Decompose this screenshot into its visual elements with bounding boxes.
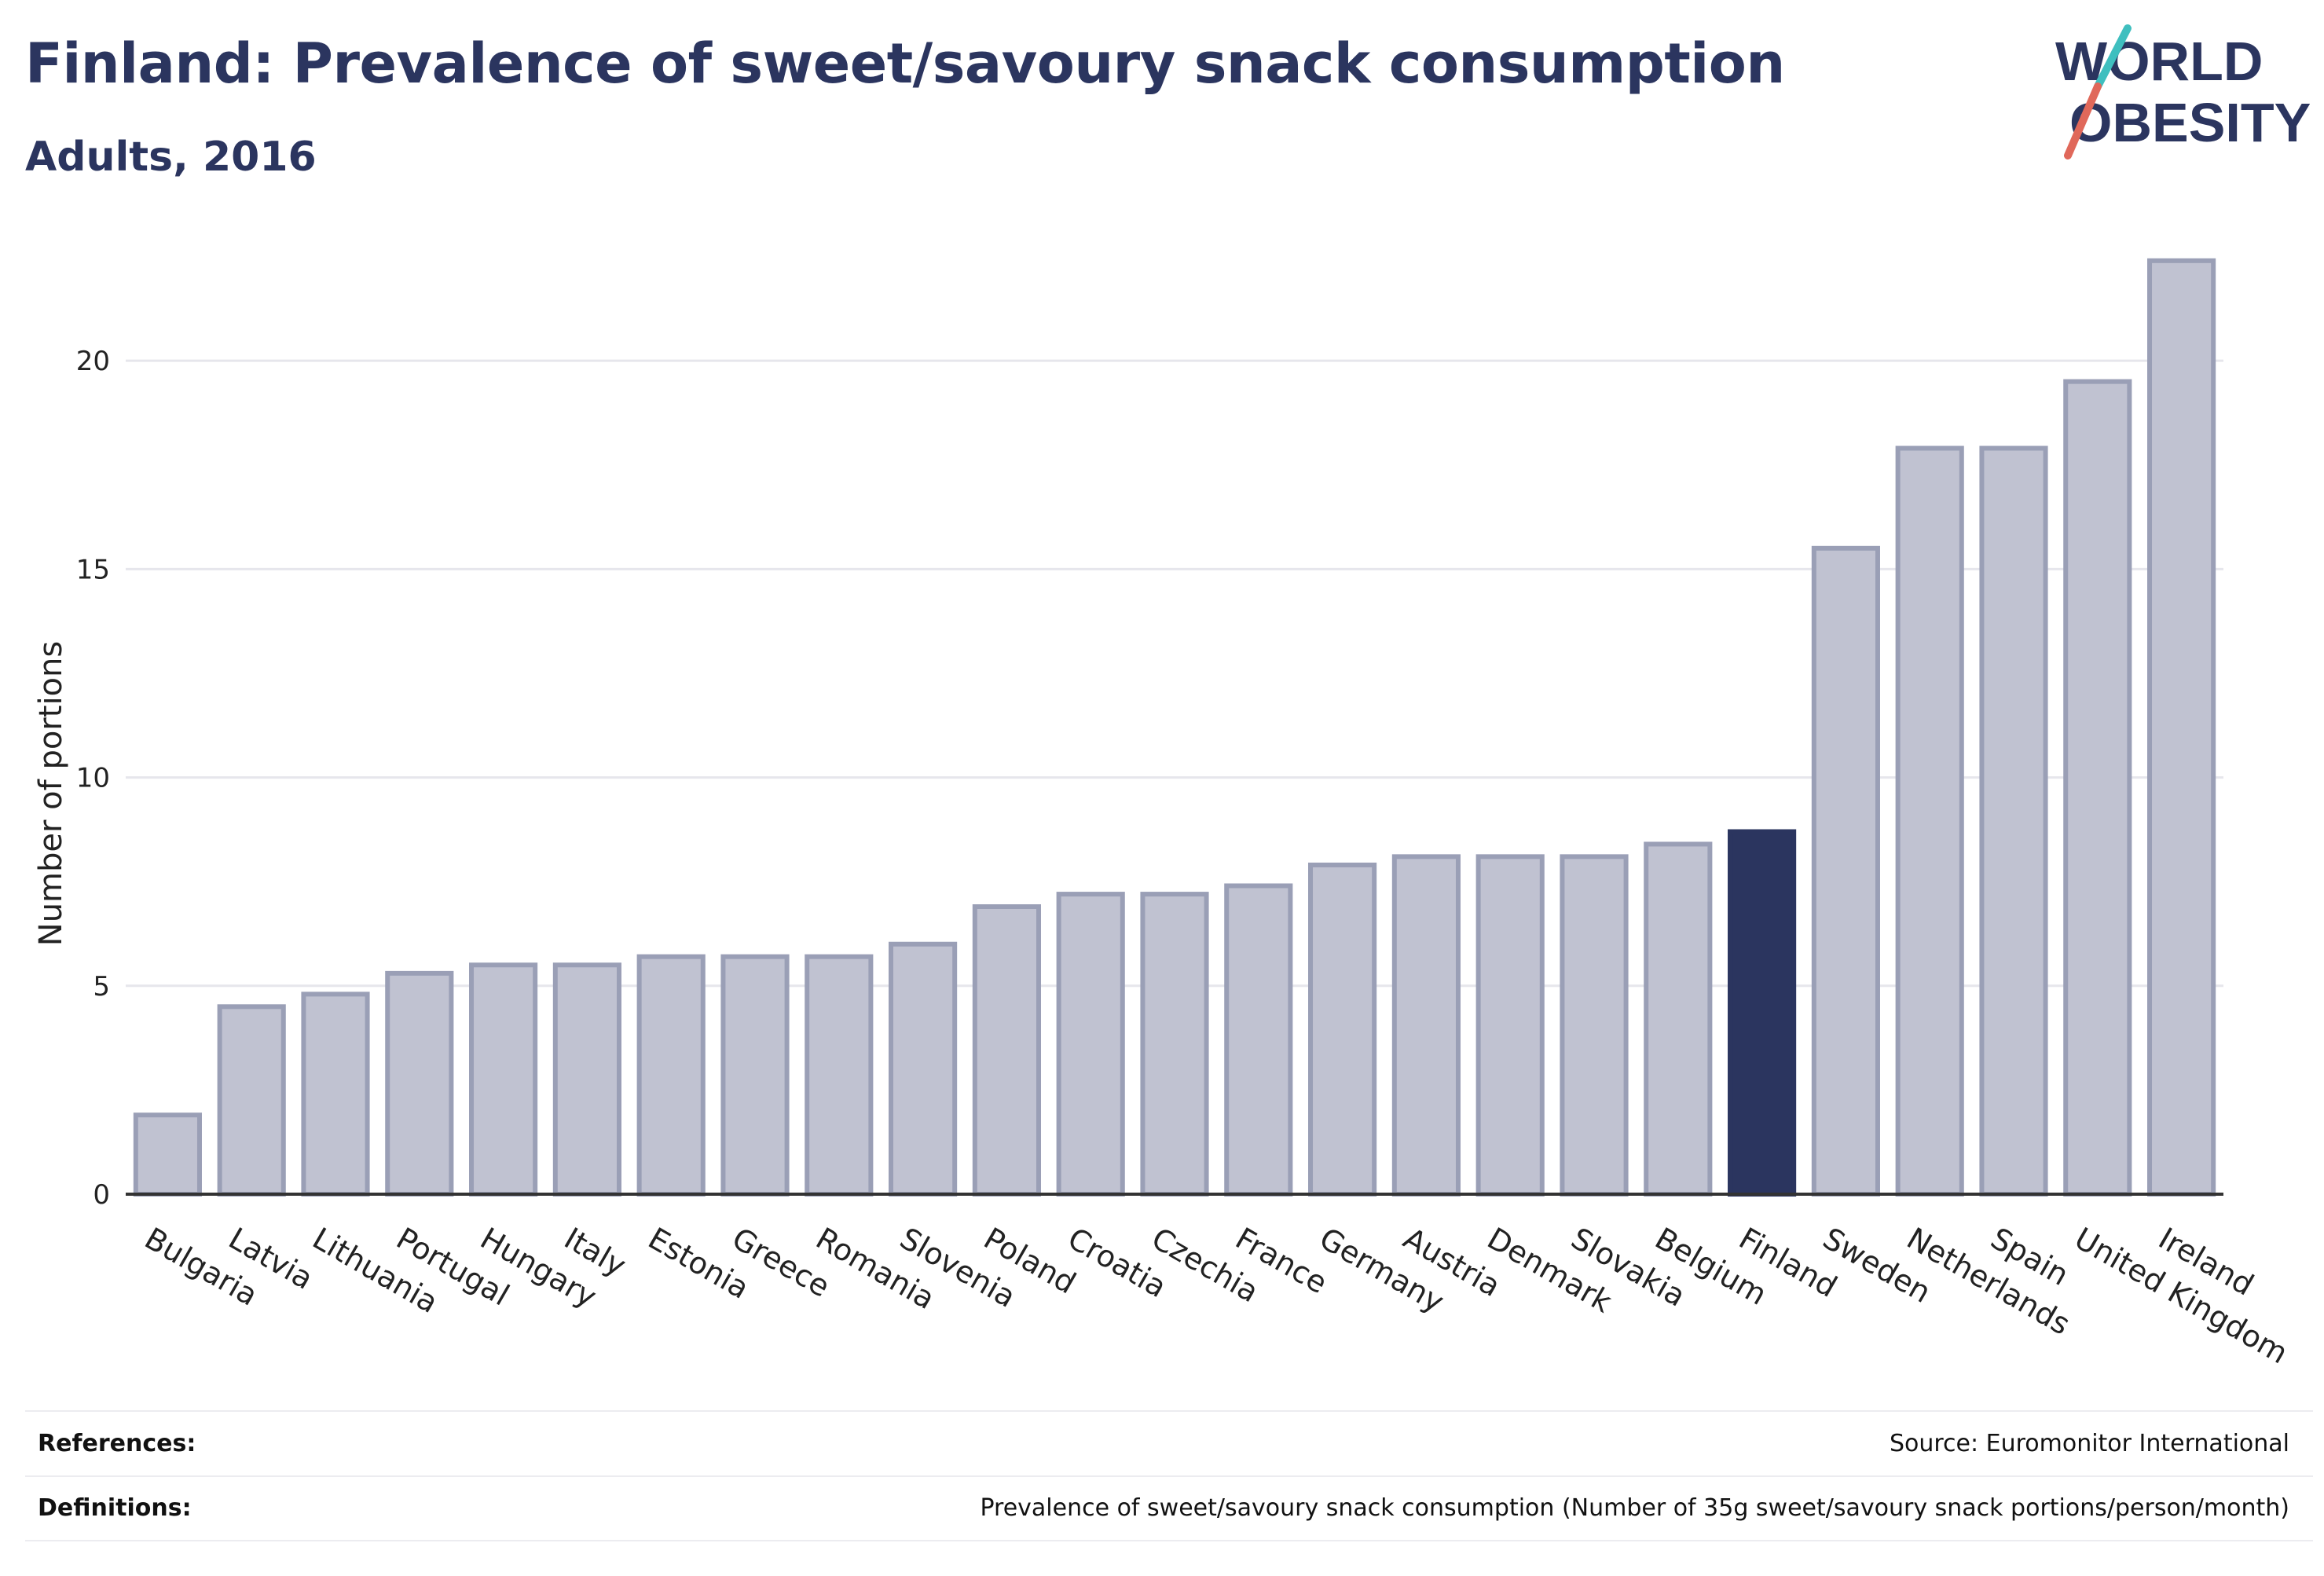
page-title: Finland: Prevalence of sweet/savoury sna… [25, 31, 1785, 96]
bar-slovenia [889, 941, 958, 1197]
references-value: Source: Euromonitor International [1889, 1430, 2289, 1457]
y-tick-label: 10 [76, 763, 110, 794]
footer-divider-bottom [25, 1540, 2313, 1541]
bar-poland [972, 904, 1041, 1197]
bar-slovakia [1560, 854, 1629, 1197]
bars [133, 258, 2216, 1197]
bar-spain [1979, 445, 2048, 1197]
page-subtitle: Adults, 2016 [25, 134, 317, 181]
footer-divider-middle [25, 1475, 2313, 1477]
bar-austria [1391, 854, 1461, 1197]
bar-latvia [217, 1004, 286, 1197]
logo-slash-bottom [2064, 82, 2102, 159]
bar-ireland [2147, 258, 2216, 1197]
logo-slash-top [2094, 24, 2132, 90]
definitions-value: Prevalence of sweet/savoury snack consum… [980, 1494, 2289, 1522]
bar-lithuania [301, 991, 370, 1197]
bar-finland [1728, 829, 1797, 1197]
bar-sweden [1811, 545, 1880, 1197]
bar-czechia [1140, 892, 1209, 1197]
y-axis-label: Number of portions [33, 641, 69, 946]
references-label: References: [38, 1430, 196, 1457]
bar-italy [552, 962, 621, 1197]
bar-germany [1308, 862, 1377, 1197]
definitions-label: Definitions: [38, 1494, 192, 1522]
bar-greece [720, 954, 790, 1197]
bar-belgium [1644, 841, 1713, 1197]
world-obesity-logo: WORLD OBESITY [2055, 24, 2310, 159]
bar-hungary [469, 962, 538, 1197]
y-tick-label: 5 [93, 971, 110, 1002]
bar-romania [805, 954, 874, 1197]
y-tick-label: 15 [76, 554, 110, 585]
bar-united-kingdom [2063, 379, 2132, 1197]
bar-estonia [636, 954, 706, 1197]
bar-portugal [385, 970, 454, 1197]
bar-croatia [1056, 892, 1125, 1197]
bar-france [1224, 883, 1293, 1197]
y-tick-label: 0 [93, 1179, 110, 1211]
y-tick-label: 20 [76, 346, 110, 377]
logo-line2: OBESITY [2069, 92, 2310, 153]
logo-line1: WORLD [2055, 31, 2263, 92]
bar-netherlands [1895, 445, 1964, 1197]
bar-bulgaria [133, 1112, 202, 1197]
bar-denmark [1475, 854, 1545, 1197]
footer-divider-top [25, 1410, 2313, 1412]
